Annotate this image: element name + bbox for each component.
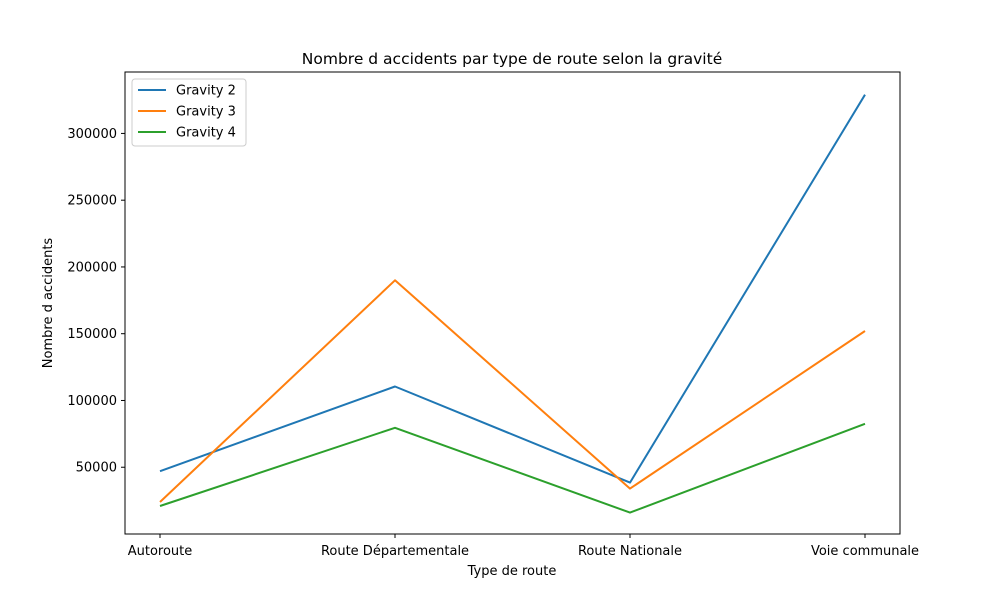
x-tick-label: Voie communale (811, 544, 919, 559)
y-tick-label: 150000 (67, 327, 117, 342)
series-line-2 (159, 279, 866, 503)
legend-label: Gravity 3 (176, 105, 236, 120)
series-line-1 (159, 94, 866, 484)
y-tick-label: 50000 (76, 461, 117, 476)
legend: Gravity 2 Gravity 3 Gravity 4 (131, 78, 247, 147)
x-tick-label: Route Départementale (321, 544, 469, 559)
plot-area (124, 71, 901, 535)
y-tick-label: 200000 (67, 260, 117, 275)
x-tick-label: Autoroute (128, 544, 193, 559)
y-axis: 50000 100000 150000 200000 250000 300000 (67, 127, 125, 476)
y-axis-label: Nombre d accidents (41, 238, 56, 369)
plot-frame (124, 71, 901, 535)
series-line-3 (159, 422, 866, 514)
chart-title: Nombre d accidents par type de route sel… (302, 50, 722, 68)
series-lines (159, 94, 866, 514)
legend-label: Gravity 2 (176, 84, 236, 99)
y-tick-label: 300000 (67, 127, 117, 142)
legend-label: Gravity 4 (176, 126, 236, 141)
y-tick-label: 250000 (67, 194, 117, 209)
x-axis-label: Type de route (467, 564, 557, 579)
y-tick-label: 100000 (67, 394, 117, 409)
legend-box (131, 78, 247, 147)
x-tick-label: Route Nationale (578, 544, 682, 559)
x-axis: Autoroute Route Départementale Route Natio… (128, 534, 919, 559)
